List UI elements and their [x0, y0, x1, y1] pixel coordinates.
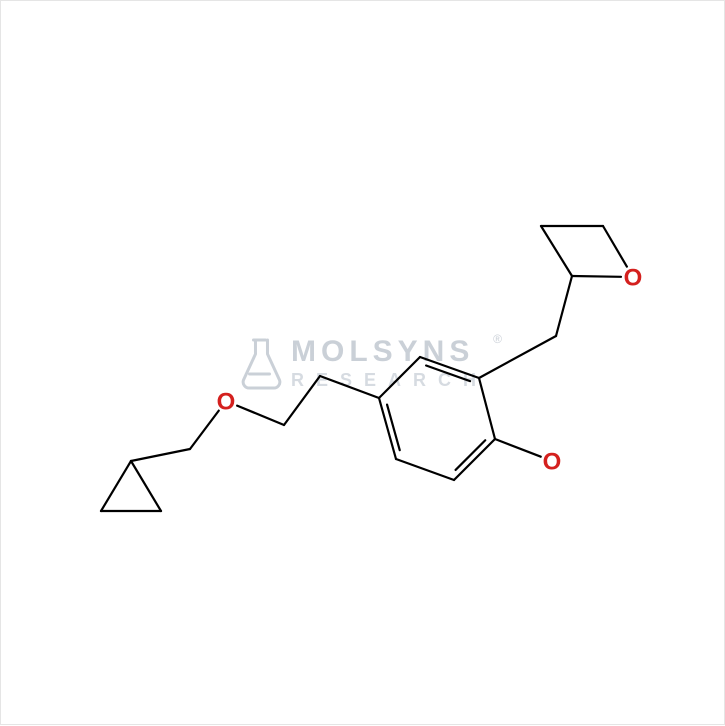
structure-canvas: MOLSYNS RESEARCH ® OOO	[0, 0, 725, 725]
atom-label-O3: O	[624, 265, 643, 292]
atom-group: O O O	[215, 265, 644, 476]
atom-label-O2: O	[543, 449, 562, 476]
atom-label-O1: O	[217, 389, 236, 416]
molecule-diagram: O O O	[1, 1, 725, 726]
